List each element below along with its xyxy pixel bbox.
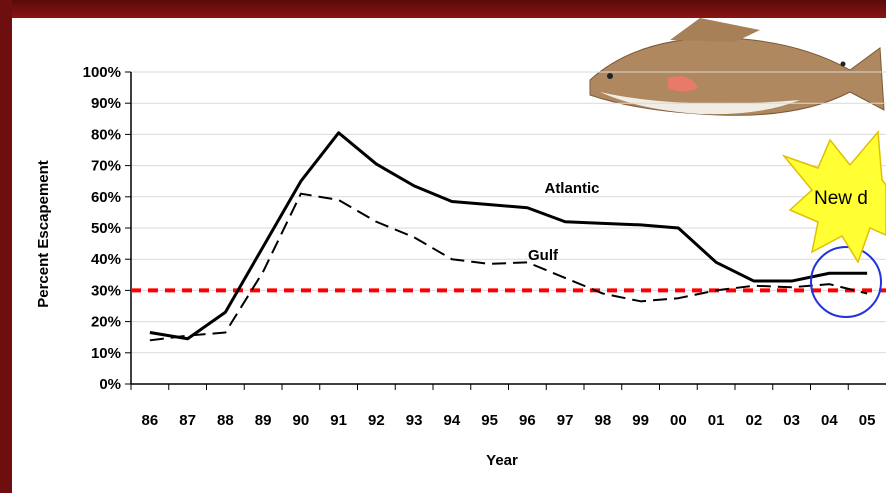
y-tick-label: 20% (91, 314, 121, 331)
x-tick-label: 92 (368, 412, 385, 429)
x-tick-label: 90 (293, 412, 310, 429)
y-tick-label: 90% (91, 95, 121, 112)
y-tick-label: 0% (99, 376, 121, 393)
series-label: Atlantic (544, 180, 599, 197)
x-tick-label: 93 (406, 412, 423, 429)
x-tick-label: 05 (859, 412, 876, 429)
x-axis-label: Year (486, 452, 518, 469)
y-tick-label: 80% (91, 126, 121, 143)
x-tick-label: 99 (632, 412, 649, 429)
highlight-circle (810, 246, 882, 318)
y-tick-label: 10% (91, 345, 121, 362)
starburst (781, 130, 886, 264)
x-tick-label: 87 (179, 412, 196, 429)
x-tick-label: 95 (481, 412, 498, 429)
x-tick-label: 96 (519, 412, 536, 429)
x-tick-label: 03 (783, 412, 800, 429)
y-tick-label: 70% (91, 158, 121, 175)
series-label: Gulf (528, 247, 559, 264)
y-tick-label: 60% (91, 189, 121, 206)
x-tick-label: 86 (142, 412, 159, 429)
x-tick-label: 00 (670, 412, 687, 429)
plot-area: 0% 10% 20% 30% 40% 50% 60% 70% 80% 90% 100% 86 87 88 8… (83, 64, 886, 429)
y-tick-label: 30% (91, 282, 121, 299)
x-tick-label: 01 (708, 412, 725, 429)
fish-illustration (589, 18, 885, 116)
annotation: New d (814, 188, 868, 209)
x-tick-label: 04 (821, 412, 838, 429)
y-tick-label: 100% (83, 64, 121, 81)
x-tick-label: 02 (746, 412, 763, 429)
x-tick-label: 94 (444, 412, 461, 429)
x-tick-label: 98 (595, 412, 612, 429)
series-line (149, 192, 868, 342)
y-tick-label: 40% (91, 251, 121, 268)
y-tick-label: 50% (91, 220, 121, 237)
x-tick-label: 89 (255, 412, 272, 429)
y-axis-label: Percent Escapement (35, 160, 52, 308)
series-line (149, 131, 868, 341)
top-bar (0, 0, 886, 18)
left-border (0, 0, 12, 493)
x-tick-label: 91 (330, 412, 347, 429)
x-tick-label: 97 (557, 412, 574, 429)
x-tick-label: 88 (217, 412, 234, 429)
